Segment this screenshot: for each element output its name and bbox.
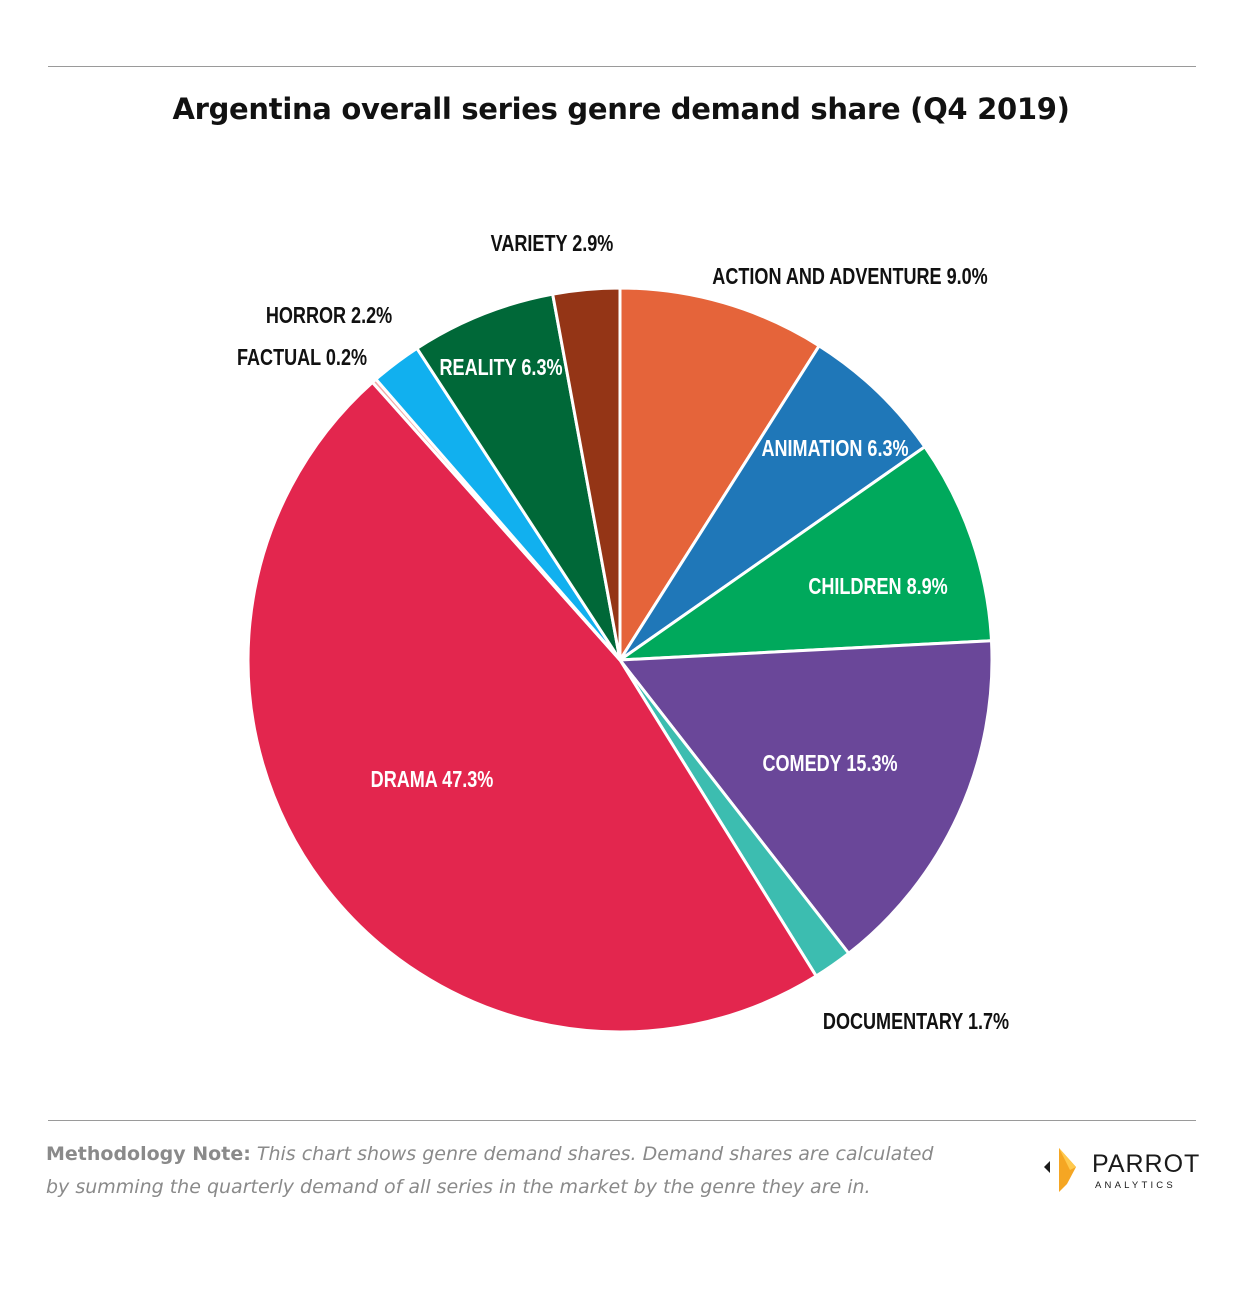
pie-label-action-and-adventure: ACTION AND ADVENTURE 9.0%	[712, 264, 988, 290]
bottom-divider	[48, 1120, 1196, 1121]
pie-slices	[246, 286, 994, 1034]
parrot-logo-icon	[1044, 1148, 1076, 1192]
pie-label-documentary: DOCUMENTARY 1.7%	[823, 1009, 1009, 1035]
pie-label-factual: FACTUAL 0.2%	[237, 345, 367, 371]
pie-labels: ACTION AND ADVENTURE 9.0% ANIMATION 6.3% C…	[237, 231, 1009, 1035]
brand-name: PARROT	[1092, 1150, 1201, 1178]
pie-label-variety: VARIETY 2.9%	[491, 231, 614, 257]
pie-label-animation: ANIMATION 6.3%	[761, 436, 908, 462]
chart-title: Argentina overall series genre demand sh…	[172, 92, 1070, 126]
methodology-note-title: Methodology Note:	[46, 1143, 251, 1165]
pie-label-drama: DRAMA 47.3%	[371, 767, 494, 793]
methodology-note: Methodology Note: This chart shows genre…	[46, 1138, 946, 1204]
pie-slice-comedy	[618, 639, 994, 955]
brand-subtitle: ANALYTICS	[1095, 1180, 1176, 1191]
pie-label-reality: REALITY 6.3%	[440, 355, 563, 381]
pie-slice-animation	[618, 344, 927, 662]
pie-slice-action-and-adventure	[618, 286, 821, 662]
methodology-note-text: This chart shows genre demand shares. De…	[46, 1143, 934, 1198]
pie-label-children: CHILDREN 8.9%	[808, 574, 948, 600]
pie-slice-children	[618, 445, 993, 662]
parrot-analytics-logo: PARROT ANALYTICS	[1040, 1146, 1200, 1196]
pie-label-horror: HORROR 2.2%	[266, 303, 393, 329]
pie-slice-variety	[551, 286, 622, 662]
pie-chart: ACTION AND ADVENTURE 9.0% ANIMATION 6.3% C…	[237, 231, 1009, 1035]
top-divider	[48, 66, 1196, 67]
pie-label-comedy: COMEDY 15.3%	[762, 751, 897, 777]
pie-slice-drama	[246, 380, 818, 1034]
